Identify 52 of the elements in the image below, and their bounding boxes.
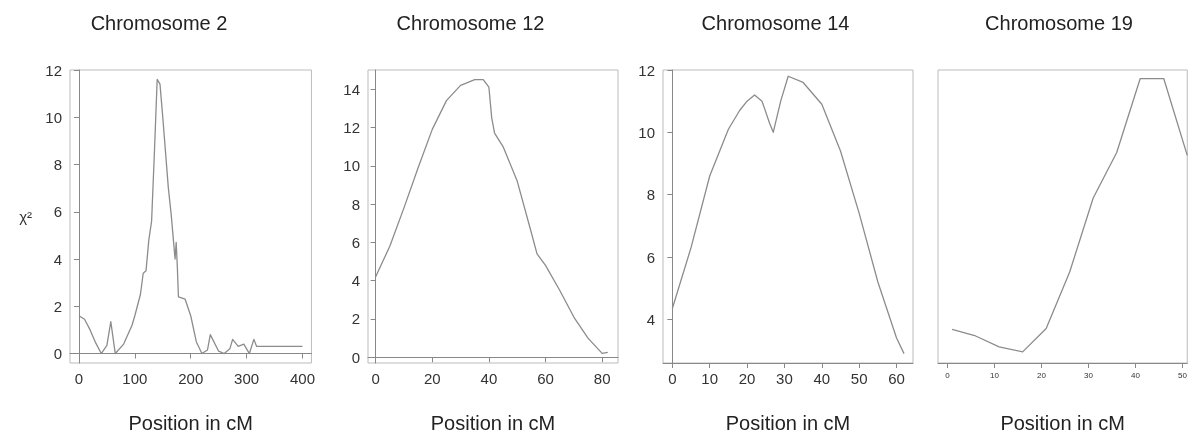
x-tick-label: 60 xyxy=(537,370,554,387)
y-tick-label: 10 xyxy=(45,108,62,126)
y-tick-label: 8 xyxy=(646,186,655,204)
chart-title: Chromosome 12 xyxy=(396,12,545,34)
x-tick-label: 10 xyxy=(989,370,1000,380)
chart-title: Chromosome 2 xyxy=(90,12,228,34)
y-tick-label: 8 xyxy=(53,156,62,174)
x-tick-label: 10 xyxy=(701,370,719,387)
x-axis-title: Position in cM xyxy=(725,412,851,434)
x-axis-title: Position in cM xyxy=(128,412,253,434)
x-tick-label: 100 xyxy=(122,370,148,387)
x-axis-title: Position in cM xyxy=(430,412,556,434)
x-tick-label: 0 xyxy=(668,370,677,387)
y-tick-label: 12 xyxy=(45,61,62,79)
y-tick-label: 12 xyxy=(343,118,360,136)
chart-title: Chromosome 19 xyxy=(985,12,1133,34)
y-tick-label: 6 xyxy=(53,203,62,221)
y-tick-label: 10 xyxy=(343,157,360,175)
x-tick-label: 0 xyxy=(371,370,380,387)
x-tick-label: 0 xyxy=(74,370,84,387)
y-tick-label: 2 xyxy=(351,310,360,328)
y-tick-label: 6 xyxy=(351,233,360,251)
x-tick-label: 30 xyxy=(1084,370,1094,380)
x-tick-label: 0 xyxy=(945,370,951,380)
x-tick-label: 20 xyxy=(423,370,441,387)
y-tick-label: 12 xyxy=(638,61,655,79)
x-tick-label: 60 xyxy=(888,370,905,387)
x-tick-label: 40 xyxy=(813,370,831,387)
y-tick-label: 2 xyxy=(53,297,62,315)
chart-title: Chromosome 14 xyxy=(701,12,850,34)
y-tick-label: 0 xyxy=(53,345,62,363)
y-tick-label: 4 xyxy=(53,250,62,268)
x-axis-title: Position in cM xyxy=(1000,412,1125,434)
x-tick-label: 400 xyxy=(289,370,315,387)
y-tick-label: 10 xyxy=(638,123,655,141)
y-tick-label: 8 xyxy=(351,195,360,213)
y-tick-label: 4 xyxy=(646,310,655,328)
x-tick-label: 80 xyxy=(593,370,611,387)
x-tick-label: 20 xyxy=(1037,370,1047,380)
x-tick-label: 40 xyxy=(1131,370,1141,380)
x-tick-label: 50 xyxy=(850,370,868,387)
x-tick-label: 300 xyxy=(234,370,260,387)
y-tick-label: 4 xyxy=(351,272,360,290)
x-tick-label: 50 xyxy=(1178,370,1188,380)
x-tick-label: 30 xyxy=(776,370,793,387)
y-tick-label: 6 xyxy=(646,248,655,266)
y-tick-label: 14 xyxy=(343,80,360,98)
y-tick-label: 0 xyxy=(351,348,360,366)
y-axis-title: χ² xyxy=(19,208,32,225)
x-tick-label: 200 xyxy=(178,370,204,387)
x-tick-label: 20 xyxy=(738,370,756,387)
x-tick-label: 40 xyxy=(480,370,498,387)
